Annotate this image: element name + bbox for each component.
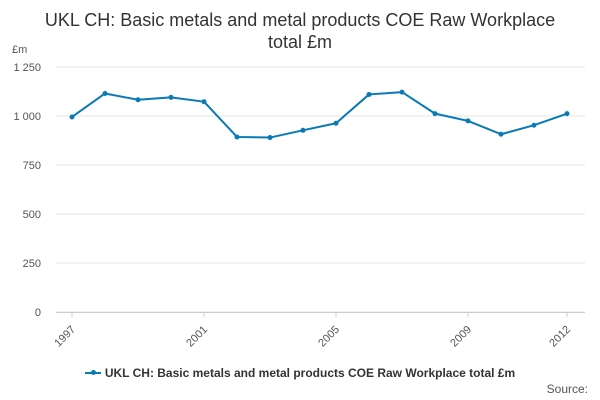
- data-point[interactable]: [432, 111, 438, 117]
- data-point[interactable]: [531, 122, 537, 128]
- chart-title: UKL CH: Basic metals and metal products …: [44, 10, 556, 52]
- x-tick-label: 1997: [52, 324, 78, 350]
- data-point[interactable]: [135, 97, 141, 103]
- data-point[interactable]: [234, 134, 240, 140]
- legend-label: UKL CH: Basic metals and metal products …: [104, 366, 516, 380]
- data-point[interactable]: [564, 111, 570, 117]
- series-group: [69, 89, 570, 141]
- x-tick-label: 2012: [547, 324, 573, 350]
- data-point[interactable]: [465, 118, 471, 124]
- y-axis-ticks: 0 250 500 750 1 000 1 250: [13, 62, 41, 319]
- x-axis-ticks: 1997 2001 2005 2009 2012: [52, 312, 585, 349]
- data-point[interactable]: [498, 131, 504, 137]
- data-point[interactable]: [366, 91, 372, 97]
- y-tick-label: 500: [23, 209, 41, 221]
- data-point[interactable]: [69, 114, 75, 120]
- x-tick-label: 2005: [316, 324, 342, 350]
- y-tick-label: 750: [23, 160, 41, 172]
- y-tick-label: 250: [23, 258, 41, 270]
- x-tick-label: 2009: [448, 324, 474, 350]
- data-point[interactable]: [333, 120, 339, 126]
- data-point[interactable]: [399, 89, 405, 95]
- y-tick-label: 1 000: [13, 111, 41, 123]
- data-point[interactable]: [168, 94, 174, 100]
- data-point[interactable]: [201, 99, 207, 105]
- series-line: [71, 91, 568, 139]
- data-point[interactable]: [300, 127, 306, 133]
- legend[interactable]: UKL CH: Basic metals and metal products …: [40, 366, 560, 380]
- data-point[interactable]: [267, 135, 273, 141]
- y-tick-label: 1 250: [13, 62, 41, 74]
- data-point[interactable]: [102, 90, 108, 96]
- x-tick-label: 2001: [184, 324, 210, 350]
- y-axis-unit-label: £m: [12, 44, 28, 56]
- gridlines: [56, 66, 585, 313]
- legend-swatch: [84, 369, 101, 375]
- source-label: Source:: [546, 382, 588, 396]
- y-tick-label: 0: [35, 307, 41, 319]
